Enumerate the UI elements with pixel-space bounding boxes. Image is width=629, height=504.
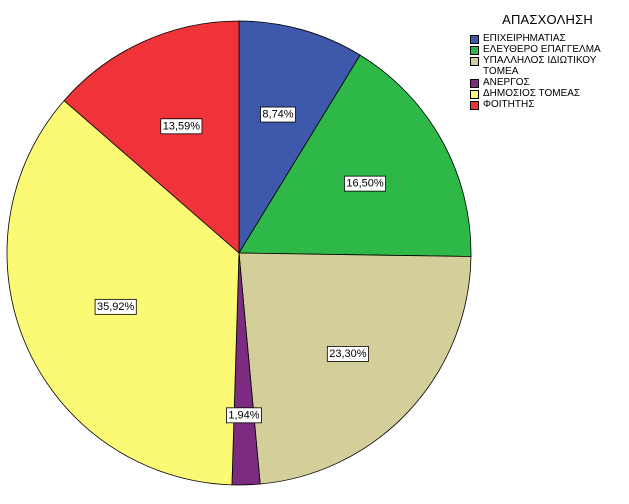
data-label-text: 35,92% — [97, 301, 135, 313]
data-label-5: 35,92% — [94, 298, 137, 315]
data-label-text: 1,94% — [228, 409, 259, 421]
legend-swatch — [470, 101, 479, 110]
legend-item-2: ΕΛΕΥΘΕΡΟ ΕΠΑΓΓΕΛΜΑ — [470, 44, 625, 55]
legend-swatch — [470, 46, 479, 55]
legend-swatch — [470, 79, 479, 88]
data-label-text: 13,59% — [163, 120, 201, 132]
legend-title: ΑΠΑΣΧΟΛΗΣΗ — [502, 12, 593, 27]
data-label-box — [344, 175, 387, 192]
pie-data-labels: 8,74% 16,50% 23,30% 1,94% 35,92% 13,59% — [94, 106, 387, 424]
pie-slice-6 — [63, 20, 240, 254]
data-label-6: 13,59% — [160, 118, 203, 135]
legend-label: ΑΝΕΡΓΟΣ — [483, 77, 530, 88]
data-label-4: 1,94% — [226, 407, 262, 424]
pie-slices — [6, 20, 472, 486]
legend-label: ΦΟΙΤΗΤΗΣ — [483, 99, 535, 110]
data-label-box — [260, 106, 296, 123]
data-label-box — [326, 346, 369, 362]
legend-label: ΥΠΑΛΛΗΛΟΣ ΙΔΙΩΤΙΚΟΥ ΤΟΜΕΑ — [483, 55, 597, 77]
legend-item-4: ΑΝΕΡΓΟΣ — [470, 77, 625, 88]
legend-swatch — [470, 57, 479, 66]
legend-swatch — [470, 90, 479, 99]
legend-item-6: ΦΟΙΤΗΤΗΣ — [470, 99, 625, 110]
legend-item-5: ΔΗΜΟΣΙΟΣ ΤΟΜΕΑΣ — [470, 88, 625, 99]
data-label-box — [226, 407, 262, 424]
pie-slice-5 — [6, 100, 240, 486]
legend-label: ΔΗΜΟΣΙΟΣ ΤΟΜΕΑΣ — [483, 88, 581, 99]
data-label-text: 8,74% — [262, 109, 293, 121]
pie-slice-2 — [238, 54, 472, 257]
data-label-2: 16,50% — [344, 175, 387, 192]
data-label-text: 16,50% — [346, 178, 384, 190]
legend-label: ΕΠΙΧΕΙΡΗΜΑΤΙΑΣ — [483, 33, 566, 44]
legend-item-3: ΥΠΑΛΛΗΛΟΣ ΙΔΙΩΤΙΚΟΥ ΤΟΜΕΑ — [470, 55, 625, 77]
data-label-text: 23,30% — [329, 348, 367, 360]
pie-slice-1 — [238, 20, 361, 255]
data-label-box — [160, 118, 203, 135]
legend-item-1: ΕΠΙΧΕΙΡΗΜΑΤΙΑΣ — [470, 33, 625, 44]
data-label-3: 23,30% — [326, 346, 369, 362]
legend-label: ΕΛΕΥΘΕΡΟ ΕΠΑΓΓΕΛΜΑ — [483, 44, 601, 55]
legend-items: ΕΠΙΧΕΙΡΗΜΑΤΙΑΣ ΕΛΕΥΘΕΡΟ ΕΠΑΓΓΕΛΜΑ ΥΠΑΛΛΗΛΟ… — [470, 33, 625, 110]
legend: ΑΠΑΣΧΟΛΗΣΗ ΕΠΙΧΕΙΡΗΜΑΤΙΑΣ ΕΛΕΥΘΕΡΟ ΕΠΑΓΓΕ… — [470, 12, 625, 110]
data-label-box — [94, 298, 137, 315]
pie-slice-3 — [238, 252, 472, 485]
data-label-1: 8,74% — [260, 106, 296, 123]
legend-swatch — [470, 35, 479, 44]
